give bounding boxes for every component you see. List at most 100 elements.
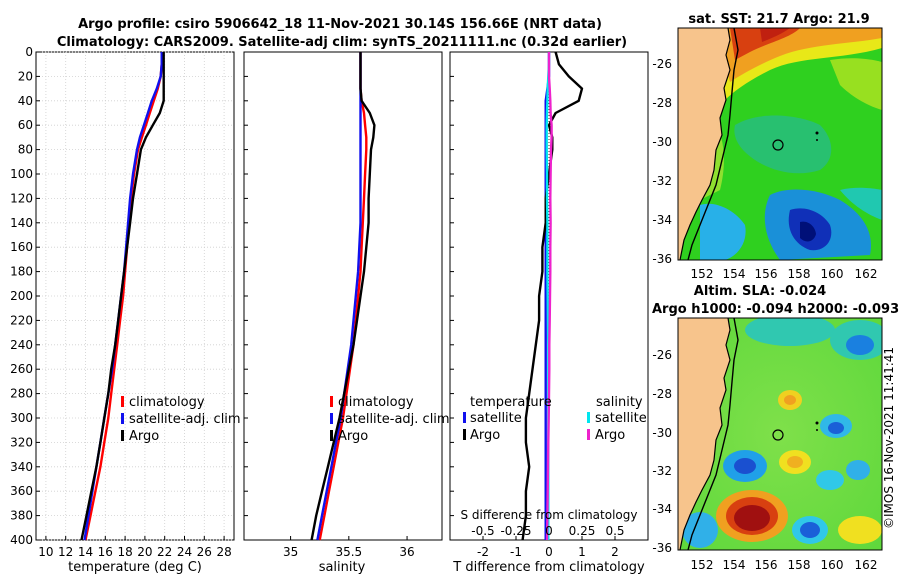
x-tick-label: 14 (78, 545, 93, 559)
legend-swatch-t-satellite (463, 412, 466, 423)
y-tick-label: 300 (10, 411, 33, 425)
series-line-temperature-argo (521, 51, 584, 541)
legend-heading-temperature: temperature (470, 395, 552, 410)
y-tick-label: 40 (18, 94, 33, 108)
y-tick-label: 0 (25, 45, 33, 59)
x-tick-label: 22 (157, 545, 172, 559)
salinity-panel-frame (243, 51, 443, 541)
x-tick-label: 10 (38, 545, 53, 559)
legend-swatch-s-argo (587, 429, 590, 440)
copyright-stamp: ©IMOS 16-Nov-2021 11:41:41 (882, 347, 896, 529)
sla-lon-ticks: 152 154 156 158 160 162 (691, 558, 878, 572)
legend-label-t-satellite: satellite (470, 411, 522, 426)
y-tick-label: 200 (10, 289, 33, 303)
y-tick-label: 180 (10, 265, 33, 279)
legend-label-s-satellite: satellite (595, 411, 647, 426)
sst-lat-ticks: -26 -28 -30 -32 -34 -36 (652, 57, 672, 266)
x-tick-label: 18 (117, 545, 132, 559)
lat-tick-label: -26 (652, 348, 672, 362)
series-layer (80, 51, 584, 541)
y-tick-label: 220 (10, 313, 33, 327)
lon-tick-label: 156 (755, 267, 778, 281)
x-tick-label: 0 (545, 545, 553, 559)
lat-tick-label: -34 (652, 502, 672, 516)
series-line-argo (80, 52, 165, 541)
lat-tick-label: -32 (652, 464, 672, 478)
figure-title-line2: Climatology: CARS2009. Satellite-adj cli… (57, 35, 627, 50)
x-tick-label: 35.5 (335, 545, 362, 559)
legend-label-climatology: climatology (129, 395, 205, 410)
y-tick-label: 380 (10, 509, 33, 523)
lat-tick-label: -28 (652, 96, 672, 110)
lat-tick-label: -36 (652, 252, 672, 266)
lon-tick-label: 162 (855, 558, 878, 572)
lat-tick-label: -32 (652, 174, 672, 188)
x-tick-label: -2 (477, 545, 489, 559)
s-difference-ticks: -0.5 -0.25 0 0.25 0.5 (471, 524, 624, 538)
lat-tick-label: -28 (652, 387, 672, 401)
salinity-legend: climatology satellite-adj. clim Argo (330, 395, 450, 444)
lat-tick-label: -30 (652, 426, 672, 440)
lat-tick-label: -30 (652, 135, 672, 149)
sst-lon-ticks: 152 154 156 158 160 162 (691, 267, 878, 281)
sla-map-title: Altim. SLA: -0.024 (694, 284, 826, 299)
lat-tick-label: -36 (652, 541, 672, 555)
lat-tick-label: -34 (652, 213, 672, 227)
y-tick-label: 280 (10, 387, 33, 401)
temperature-xlabel: temperature (deg C) (68, 560, 202, 575)
y-tick-label: 160 (10, 240, 33, 254)
legend-heading-salinity: salinity (596, 395, 643, 410)
lon-tick-label: 152 (691, 267, 714, 281)
difference-legend: temperature satellite Argo salinity sate… (463, 395, 647, 443)
x-tick-label: 1 (578, 545, 586, 559)
legend-label-satellite: satellite-adj. clim (338, 412, 450, 427)
lon-tick-label: 156 (755, 558, 778, 572)
legend-swatch-satellite (121, 413, 124, 424)
x-tick-label: 2 (611, 545, 619, 559)
legend-swatch-satellite (330, 413, 333, 424)
legend-swatch-climatology (330, 396, 333, 407)
lon-tick-label: 162 (855, 267, 878, 281)
temperature-legend: climatology satellite-adj. clim Argo (121, 395, 241, 444)
s-tick-label: 0 (545, 524, 553, 538)
x-tick-label: 20 (137, 545, 152, 559)
legend-label-climatology: climatology (338, 395, 414, 410)
y-tick-label: 240 (10, 338, 33, 352)
y-tick-label: 360 (10, 484, 33, 498)
x-tick-label: 28 (216, 545, 231, 559)
figure-title-line1: Argo profile: csiro 5906642_18 11-Nov-20… (78, 17, 602, 32)
lon-tick-label: 152 (691, 558, 714, 572)
x-tick-label: 26 (197, 545, 212, 559)
x-tick-label: 12 (58, 545, 73, 559)
lon-tick-label: 154 (723, 267, 746, 281)
y-tick-label: 260 (10, 362, 33, 376)
y-tick-label: 80 (18, 143, 33, 157)
y-tick-label: 120 (10, 191, 33, 205)
legend-swatch-argo (330, 430, 333, 441)
legend-swatch-s-satellite (587, 412, 590, 423)
legend-label-satellite: satellite-adj. clim (129, 412, 241, 427)
lat-tick-label: -26 (652, 57, 672, 71)
series-line-temperature-satellite (544, 52, 551, 540)
series-line-salinity-argo (545, 52, 553, 541)
grid-layer (36, 51, 550, 541)
legend-label-argo: Argo (129, 429, 159, 444)
x-tick-label: 24 (177, 545, 192, 559)
y-tick-label: 20 (18, 69, 33, 83)
argo-position-marker (772, 139, 784, 151)
sst-map-frame (677, 27, 883, 261)
y-tick-label: 140 (10, 216, 33, 230)
argo-position-marker (772, 429, 784, 441)
sla-lat-ticks: -26 -28 -30 -32 -34 -36 (652, 348, 672, 555)
salinity-xlabel: salinity (319, 560, 366, 575)
legend-label-s-argo: Argo (595, 428, 625, 443)
y-tick-label: 60 (18, 118, 33, 132)
x-tick-label: 35 (283, 545, 298, 559)
sla-map-frame (677, 317, 883, 551)
lon-tick-label: 154 (723, 558, 746, 572)
y-tick-label: 320 (10, 435, 33, 449)
legend-label-t-argo: Argo (470, 428, 500, 443)
legend-swatch-climatology (121, 396, 124, 407)
sst-map (678, 28, 882, 260)
